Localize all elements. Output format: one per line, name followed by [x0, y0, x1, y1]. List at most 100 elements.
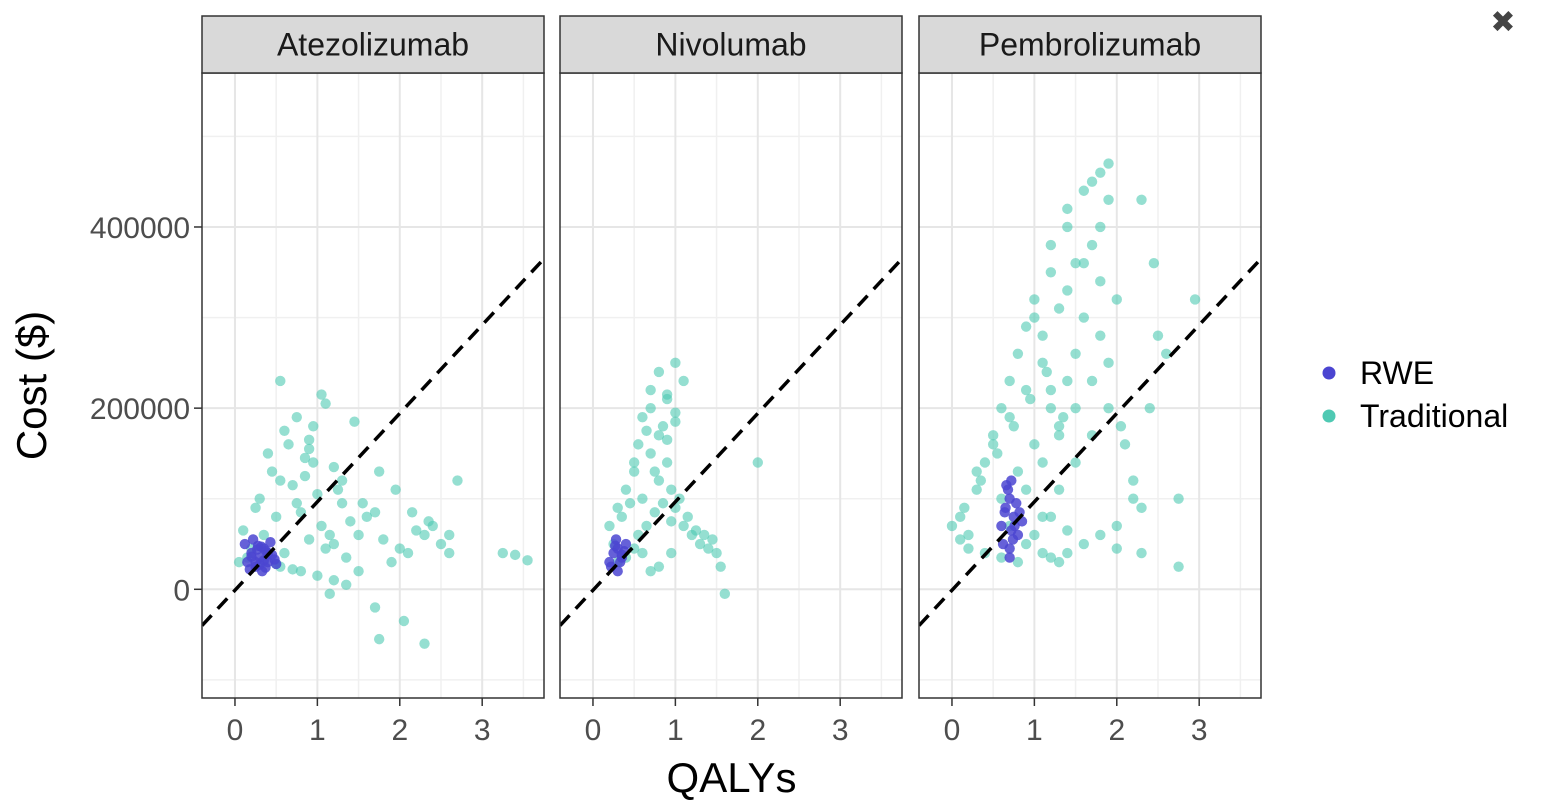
facet-panel-atezolizumab: Atezolizumab 0 1 2 3	[201, 15, 545, 747]
facet-strip	[559, 15, 903, 74]
traditional-point	[411, 525, 422, 536]
traditional-point	[666, 516, 677, 527]
traditional-point	[378, 534, 389, 545]
traditional-point	[1095, 276, 1106, 287]
traditional-point	[955, 511, 966, 523]
traditional-point	[336, 498, 348, 509]
traditional-point	[715, 561, 726, 572]
traditional-point	[1078, 538, 1090, 550]
traditional-point	[670, 407, 681, 418]
x-tick-label: 0	[585, 714, 602, 747]
traditional-point	[328, 461, 340, 473]
traditional-point	[661, 393, 673, 405]
legend-label: Traditional	[1360, 398, 1508, 434]
traditional-point	[1020, 484, 1032, 495]
traditional-point	[1095, 529, 1106, 541]
traditional-point	[1053, 421, 1065, 432]
traditional-point	[1095, 330, 1106, 341]
traditional-point	[620, 484, 632, 495]
traditional-point	[357, 498, 368, 509]
traditional-point	[1045, 239, 1057, 251]
traditional-point	[1062, 525, 1073, 536]
traditional-point	[452, 475, 463, 486]
traditional-point	[653, 366, 665, 378]
traditional-point	[1086, 176, 1098, 187]
traditional-point	[522, 555, 533, 566]
traditional-point	[308, 421, 319, 432]
traditional-point	[1037, 357, 1048, 369]
traditional-point	[1012, 466, 1024, 477]
rwe-point	[1006, 475, 1017, 486]
traditional-point	[996, 493, 1007, 504]
traditional-point	[963, 543, 974, 554]
traditional-point	[1045, 267, 1057, 278]
traditional-point	[711, 547, 722, 559]
traditional-point	[373, 633, 385, 645]
traditional-point	[312, 570, 323, 581]
traditional-point	[690, 525, 702, 536]
traditional-point	[1037, 511, 1048, 523]
x-tick-label: 3	[474, 714, 491, 747]
traditional-point	[1128, 475, 1139, 486]
panel-data-layer	[919, 158, 1261, 627]
rwe-point	[996, 520, 1007, 532]
traditional-point	[1045, 552, 1057, 563]
traditional-point	[1029, 294, 1040, 305]
x-tick-label: 1	[667, 714, 684, 747]
traditional-point	[386, 556, 397, 568]
traditional-point	[682, 511, 693, 523]
traditional-point	[419, 638, 430, 649]
traditional-point	[373, 466, 385, 477]
traditional-point	[303, 534, 315, 545]
traditional-point	[657, 498, 669, 509]
traditional-point	[645, 565, 656, 577]
x-tick-label: 1	[1026, 714, 1043, 747]
traditional-point	[275, 475, 286, 486]
traditional-point	[341, 579, 352, 590]
rwe-point	[1011, 498, 1022, 509]
x-tick-label: 3	[832, 714, 849, 747]
traditional-point	[299, 470, 311, 482]
traditional-point	[303, 443, 315, 455]
traditional-point	[1103, 194, 1114, 206]
traditional-point	[959, 502, 970, 513]
traditional-point	[291, 498, 302, 509]
traditional-point	[645, 402, 656, 414]
traditional-point	[641, 520, 652, 532]
traditional-point	[1070, 457, 1081, 468]
traditional-point	[509, 549, 521, 561]
traditional-point	[1103, 357, 1114, 369]
traditional-point	[670, 357, 681, 369]
x-tick-label: 2	[391, 714, 408, 747]
traditional-point	[661, 434, 673, 446]
traditional-point	[678, 520, 689, 532]
x-axis-title: QALYs	[667, 754, 797, 801]
traditional-point	[649, 466, 660, 477]
traditional-point	[1148, 258, 1160, 269]
traditional-point	[1037, 330, 1048, 341]
traditional-point	[1037, 547, 1048, 559]
traditional-point	[979, 457, 991, 468]
traditional-point	[275, 375, 286, 387]
traditional-point	[233, 556, 245, 568]
traditional-point	[328, 538, 340, 550]
rwe-point	[1004, 552, 1015, 563]
traditional-point	[633, 439, 644, 450]
facet-panel-nivolumab: Nivolumab 0 1 2 3	[559, 15, 903, 747]
traditional-point	[369, 602, 381, 613]
close-icon[interactable]: ✖	[1490, 6, 1516, 39]
traditional-point	[1144, 402, 1155, 414]
traditional-point	[1053, 484, 1065, 495]
traditional-point	[1029, 439, 1040, 450]
traditional-point	[266, 466, 278, 477]
traditional-point	[699, 529, 710, 541]
traditional-point	[1012, 348, 1024, 359]
traditional-point	[1161, 348, 1172, 359]
traditional-point	[719, 588, 731, 600]
facet-strip-label: Pembrolizumab	[979, 27, 1201, 63]
traditional-point	[308, 457, 319, 468]
traditional-point	[1025, 393, 1036, 405]
traditional-point	[612, 502, 623, 513]
traditional-point	[1103, 402, 1114, 414]
traditional-point	[694, 538, 706, 550]
